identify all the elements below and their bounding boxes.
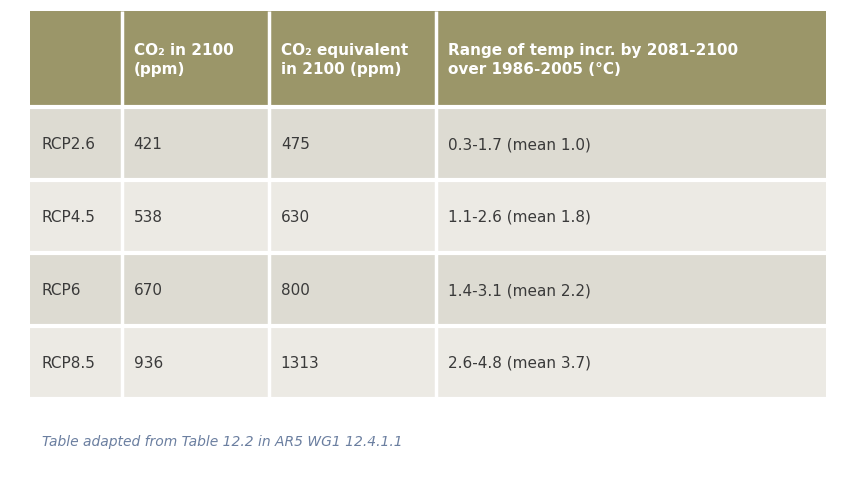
Text: RCP8.5: RCP8.5 bbox=[42, 355, 96, 370]
Text: 1313: 1313 bbox=[281, 355, 319, 370]
Text: 936: 936 bbox=[134, 355, 163, 370]
Bar bbox=[30, 180, 826, 253]
Text: RCP4.5: RCP4.5 bbox=[42, 210, 96, 225]
Bar bbox=[30, 108, 826, 180]
Bar bbox=[436, 12, 826, 108]
Text: CO₂ in 2100
(ppm): CO₂ in 2100 (ppm) bbox=[134, 43, 234, 77]
Bar bbox=[269, 12, 436, 108]
Bar bbox=[30, 253, 826, 326]
Text: 630: 630 bbox=[281, 210, 310, 225]
Text: 670: 670 bbox=[134, 282, 163, 298]
Text: 1.1-2.6 (mean 1.8): 1.1-2.6 (mean 1.8) bbox=[448, 210, 591, 225]
Text: 800: 800 bbox=[281, 282, 310, 298]
Text: 1.4-3.1 (mean 2.2): 1.4-3.1 (mean 2.2) bbox=[448, 282, 591, 298]
Bar bbox=[122, 12, 269, 108]
Text: 421: 421 bbox=[134, 137, 163, 152]
Text: RCP6: RCP6 bbox=[42, 282, 81, 298]
Text: CO₂ equivalent
in 2100 (ppm): CO₂ equivalent in 2100 (ppm) bbox=[281, 43, 408, 77]
Text: 2.6-4.8 (mean 3.7): 2.6-4.8 (mean 3.7) bbox=[448, 355, 591, 370]
Bar bbox=[30, 326, 826, 399]
Text: Range of temp incr. by 2081-2100
over 1986-2005 (°C): Range of temp incr. by 2081-2100 over 19… bbox=[448, 43, 738, 77]
Text: 475: 475 bbox=[281, 137, 310, 152]
Text: Table adapted from Table 12.2 in AR5 WG1 12.4.1.1: Table adapted from Table 12.2 in AR5 WG1… bbox=[42, 434, 402, 448]
Text: 0.3-1.7 (mean 1.0): 0.3-1.7 (mean 1.0) bbox=[448, 137, 591, 152]
Text: RCP2.6: RCP2.6 bbox=[42, 137, 96, 152]
Text: 538: 538 bbox=[134, 210, 163, 225]
Bar bbox=[30, 12, 122, 108]
